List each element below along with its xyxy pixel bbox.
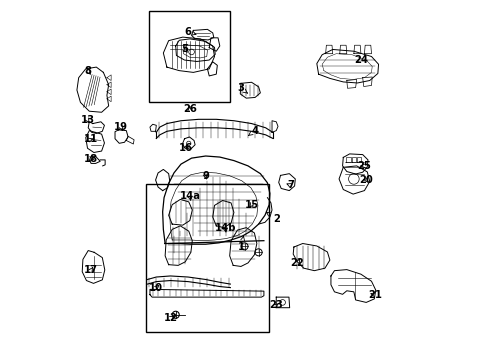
Text: 15: 15 — [244, 200, 258, 210]
Text: 1: 1 — [237, 236, 244, 252]
Text: 17: 17 — [84, 265, 98, 275]
Text: 19: 19 — [114, 122, 128, 132]
Text: 13: 13 — [81, 115, 94, 125]
Text: 16: 16 — [179, 143, 193, 153]
Bar — [149, 11, 230, 102]
Text: 8: 8 — [84, 66, 91, 76]
Text: 2: 2 — [266, 212, 279, 224]
Text: 12: 12 — [163, 313, 177, 323]
Text: 5: 5 — [181, 45, 188, 54]
Text: 7: 7 — [286, 180, 293, 190]
Bar — [145, 184, 269, 332]
Text: 26: 26 — [183, 104, 196, 114]
Text: 24: 24 — [353, 55, 367, 65]
Text: 11: 11 — [84, 134, 98, 144]
Text: 6: 6 — [184, 27, 196, 37]
Text: 9: 9 — [202, 171, 209, 181]
Text: 21: 21 — [367, 290, 381, 300]
Text: 23: 23 — [269, 300, 283, 310]
Text: 22: 22 — [290, 258, 304, 268]
Text: 14a: 14a — [179, 191, 200, 201]
Text: 10: 10 — [149, 283, 163, 293]
Text: 4: 4 — [248, 126, 258, 136]
Text: 14b: 14b — [214, 222, 235, 233]
Text: 20: 20 — [359, 175, 372, 185]
Text: 3: 3 — [237, 83, 247, 93]
Text: 18: 18 — [84, 154, 98, 164]
Text: 25: 25 — [357, 161, 370, 171]
